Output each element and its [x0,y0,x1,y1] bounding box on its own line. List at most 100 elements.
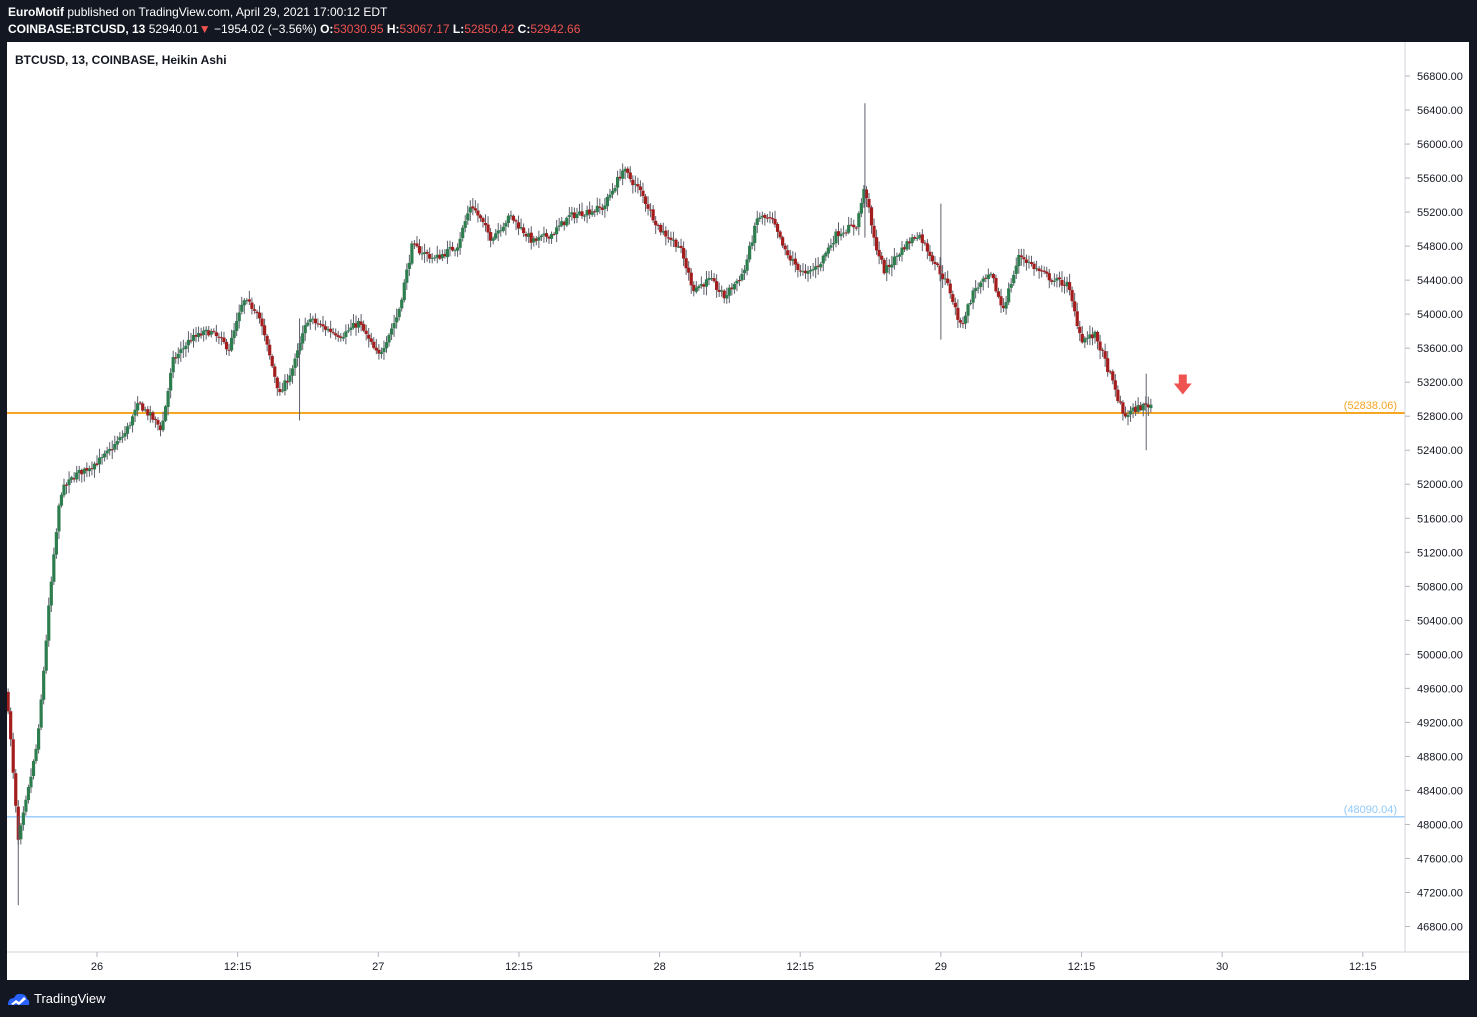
candle-body [82,468,86,474]
candle-body [1070,290,1074,302]
candle-body [582,215,587,217]
candle-body [214,332,218,337]
candle-body [994,277,998,292]
candle-body [179,349,183,354]
candle-body [819,264,823,268]
candle-body [191,334,196,341]
candle-body [100,457,104,459]
candle-body [85,467,89,471]
candle-body [961,323,965,325]
candle-body [643,196,648,204]
candle-body [341,337,345,339]
candle-body [1083,338,1087,343]
candle-body [75,472,79,480]
x-tick-label: 26 [91,961,103,973]
candle-body [196,333,201,338]
candle-body [984,277,988,279]
candle-body [788,255,792,261]
candle-body [255,311,259,314]
candle-body [930,255,935,262]
candle-body [362,324,366,331]
candle-body [166,390,170,407]
candle-body [1141,403,1145,411]
candle-body [864,189,869,199]
candle-body [296,350,300,358]
candle-body [707,278,711,280]
candle-body [598,206,602,208]
candle-body [986,274,990,280]
candle-body [186,339,191,346]
candle-body [814,266,818,270]
candle-body [770,218,775,220]
low-label: L: [452,22,465,36]
footer-brand[interactable]: TradingView [34,991,106,1006]
candle-body [834,231,838,244]
candle-body [857,213,861,228]
candle-body [1057,277,1062,280]
candle-body [760,215,764,218]
candle-body [450,246,455,251]
candle-body [659,224,663,233]
candle-body [829,245,833,248]
candle-body [229,337,234,351]
last-price: 52940.01 [148,22,199,36]
candle-body [14,773,18,806]
candle-body [539,235,543,238]
y-tick-label: 52400.00 [1417,445,1463,457]
candle-body [133,409,137,416]
candle-body [572,212,577,219]
candle-body [359,321,363,325]
tradingview-logo-icon[interactable] [6,989,30,1009]
candle-body [753,225,757,243]
candle-body [943,278,947,280]
candle-body [481,218,485,223]
candle-body [841,232,846,234]
candle-body [143,409,147,411]
price-chart[interactable]: 46800.00 47200.00 47600.00 48000.00 48400.00… [7,42,1469,980]
candle-body [364,330,368,334]
candle-body [1088,334,1092,339]
candle-body [989,273,993,275]
candle-body [631,179,635,186]
candle-body [1012,274,1016,284]
candle-body [344,331,348,337]
candle-body [54,532,58,555]
candle-body [974,288,978,292]
candle-body [232,330,236,339]
candle-body [933,261,937,265]
candle-body [948,283,952,294]
candle-body [303,325,307,334]
candle-body [400,299,404,309]
candle-body [941,273,945,280]
candle-body [1118,401,1122,403]
candle-body [308,319,312,323]
candle-body [268,344,272,356]
candle-body [656,224,660,226]
candle-body [496,230,500,234]
candle-body [351,322,356,328]
candle-body [555,227,559,235]
candle-body [313,318,317,324]
candle-body [156,420,160,425]
candle-body [115,440,119,445]
candle-body [110,449,114,451]
candle-body [123,432,127,437]
candle-body [1146,404,1150,408]
candle-body [661,231,665,233]
author-name[interactable]: EuroMotif [8,5,64,19]
candle-body [367,334,371,339]
candle-body [354,323,358,328]
candle-body [468,207,472,213]
candle-body [224,341,229,350]
candle-body [1108,371,1112,373]
candle-body [839,233,843,237]
candle-body [671,239,676,241]
chart-area[interactable]: 46800.00 47200.00 47600.00 48000.00 48400.00… [7,42,1469,980]
candle-body [24,799,28,812]
candles [7,103,1153,906]
candle-body [372,341,376,348]
y-tick-label: 55200.00 [1417,207,1463,219]
candle-body [349,327,353,331]
candle-body [1101,349,1105,351]
candle-body [735,280,739,284]
